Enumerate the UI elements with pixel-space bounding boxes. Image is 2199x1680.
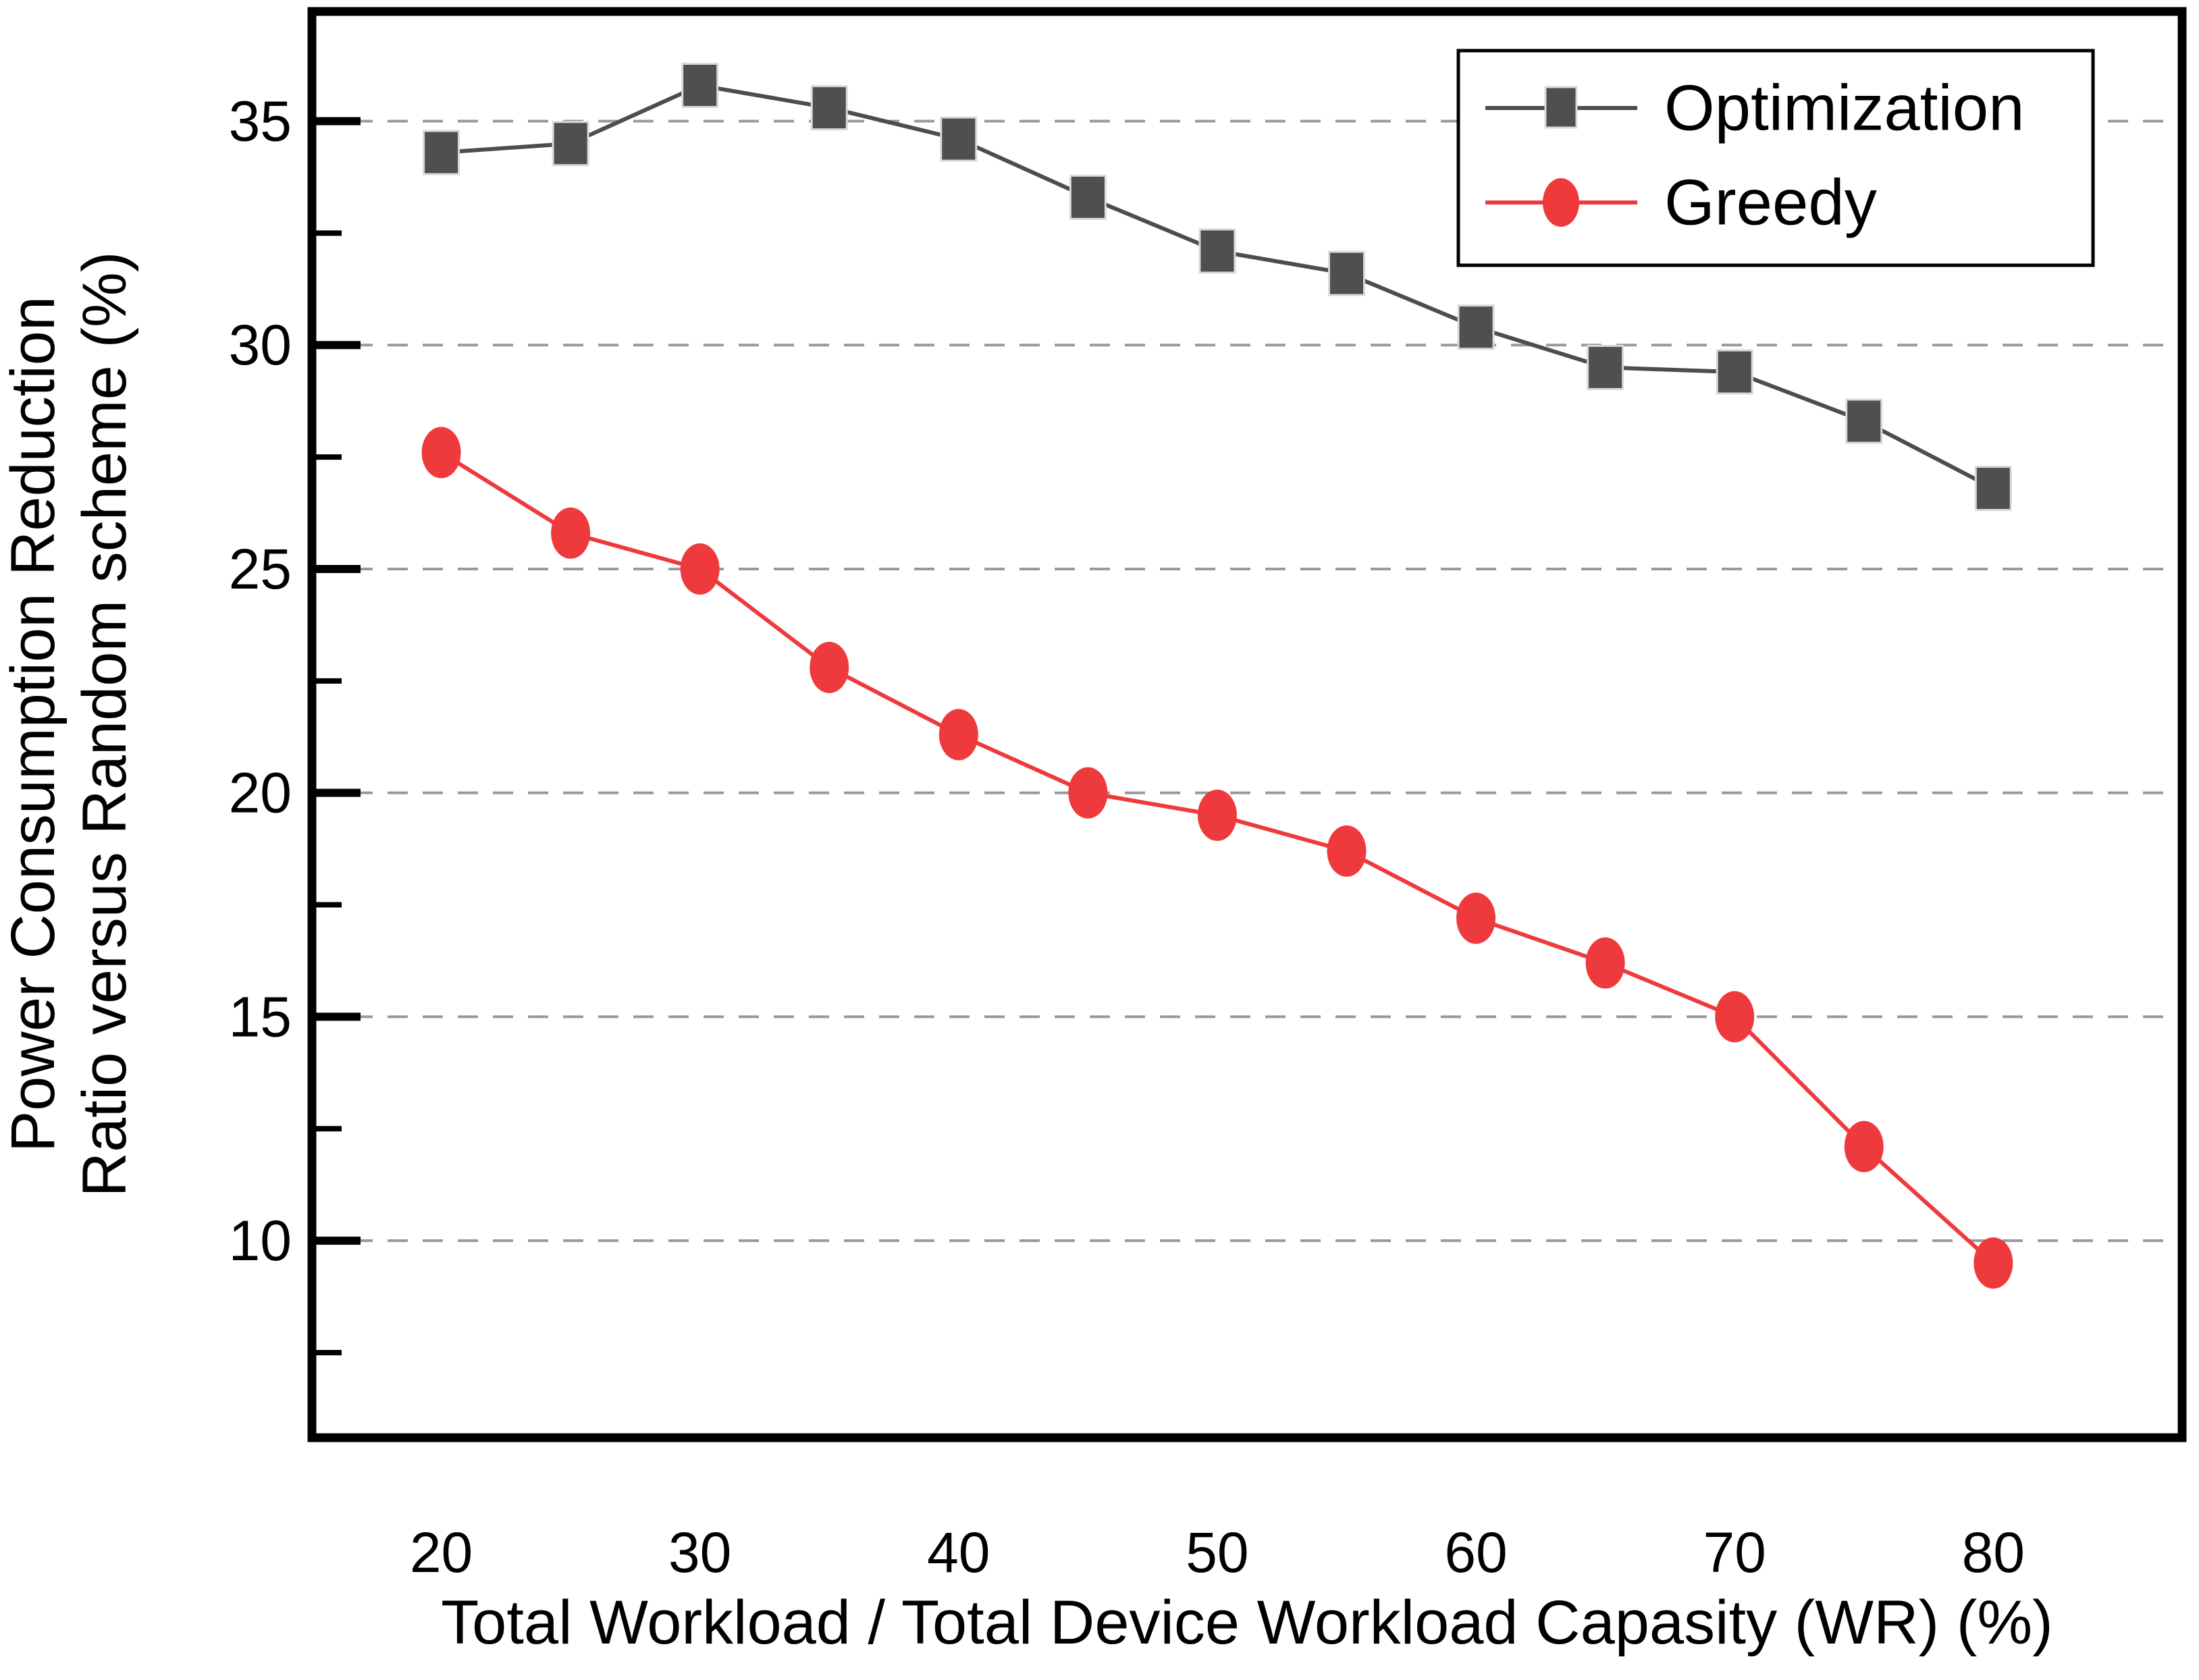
data-point-greedy-x80 [1973,1237,2013,1289]
y-tick-label-30: 30 [229,313,292,377]
plot-border [307,7,2187,1442]
y-tick-label-10: 10 [229,1209,292,1272]
data-point-greedy-x55 [1327,825,1367,877]
data-point-optimization-x25 [552,121,589,167]
data-point-greedy-x30 [680,543,720,595]
x-tick-label-50: 50 [1186,1521,1248,1584]
series-greedy [421,427,2013,1289]
legend-greedy-circle-icon [1543,178,1579,227]
x-tick-label-70: 70 [1703,1521,1766,1584]
data-point-optimization-x30 [681,62,719,108]
x-tick-label-80: 80 [1962,1521,2025,1584]
legend-optimization-label: Optimization [1664,72,2025,144]
legend: Optimization Greedy [1456,49,2095,267]
data-point-optimization-x80 [1974,466,2012,512]
data-point-greedy-x45 [1068,767,1108,819]
y-tick-label-25: 25 [229,537,292,601]
data-point-greedy-x65 [1585,937,1625,989]
y-axis-ticks [316,117,361,1355]
data-point-optimization-x75 [1845,398,1883,444]
x-axis-title: Total Workload / Total Device Workload C… [441,1588,2053,1657]
data-point-optimization-x40 [940,116,978,162]
data-point-optimization-x20 [423,130,460,175]
data-point-optimization-x50 [1198,228,1236,274]
data-point-greedy-x60 [1456,892,1496,944]
data-point-greedy-x20 [421,427,461,479]
data-point-greedy-x40 [938,709,978,761]
legend-greedy-label: Greedy [1664,167,1877,239]
legend-optimization-square-icon [1544,86,1578,129]
data-point-optimization-x70 [1716,349,1753,395]
data-point-optimization-x35 [810,85,848,131]
data-point-greedy-x50 [1197,789,1237,841]
x-tick-label-20: 20 [410,1521,473,1584]
y-axis-title-line1: Power Consumption Reduction [0,296,68,1152]
x-tick-label-30: 30 [668,1521,731,1584]
series-line-greedy [440,450,1995,1265]
y-tick-label-20: 20 [229,761,292,825]
x-tick-label-40: 40 [927,1521,990,1584]
y-axis-tick-labels: 10 15 20 25 30 35 [229,90,292,1273]
gridlines [317,119,2177,1243]
series-optimization [423,62,2012,512]
y-tick-label-35: 35 [229,90,292,153]
data-point-greedy-x25 [551,507,591,559]
y-tick-label-15: 15 [229,985,292,1048]
data-point-optimization-x65 [1587,344,1624,390]
data-point-greedy-x70 [1715,991,1755,1043]
data-point-optimization-x55 [1328,250,1366,296]
y-axis-title-line2: Ratio versus Random scheme (%) [70,252,139,1197]
data-point-greedy-x75 [1844,1120,1884,1172]
data-point-greedy-x35 [810,641,849,693]
data-point-optimization-x45 [1069,174,1107,220]
series-layer [421,62,2013,1289]
x-tick-label-60: 60 [1444,1521,1507,1584]
data-point-optimization-x60 [1457,304,1495,350]
x-axis-tick-labels: 20 30 40 50 60 70 80 [410,1521,2025,1584]
